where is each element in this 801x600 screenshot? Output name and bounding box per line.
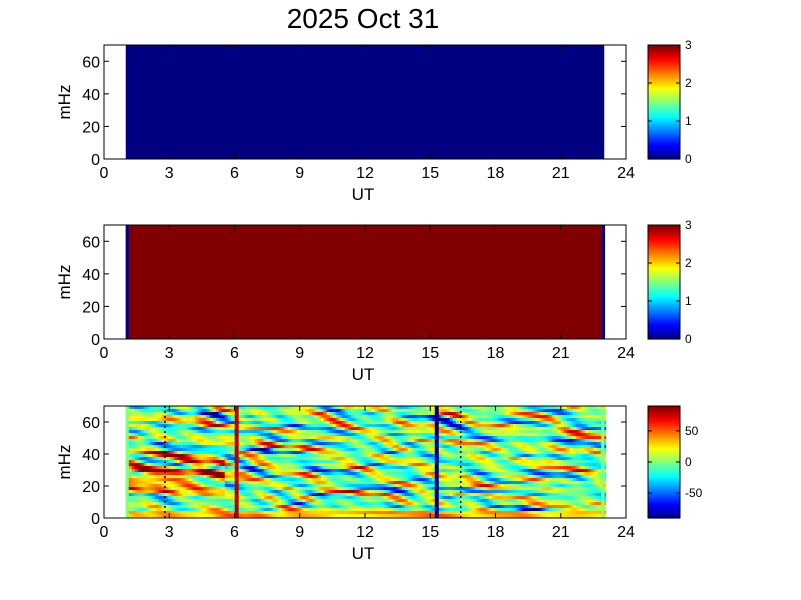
y-tick-label: 20 bbox=[82, 119, 100, 136]
colorbar: 0 1 2 3 bbox=[647, 38, 692, 166]
y-tick-label: 0 bbox=[91, 511, 100, 528]
y-tick-label: 60 bbox=[82, 234, 100, 251]
x-tick-label: 24 bbox=[617, 165, 635, 182]
colorbar-tick-label: 0 bbox=[685, 152, 692, 166]
spectrogram-1 bbox=[125, 45, 605, 159]
x-axis-label: UT bbox=[352, 365, 375, 384]
x-tick-label: 21 bbox=[552, 524, 570, 541]
x-tick-label: 24 bbox=[617, 345, 635, 362]
colorbar-tick-label: 2 bbox=[685, 256, 692, 270]
colorbar-tick-label: 3 bbox=[685, 38, 692, 52]
y-axis-label: mHz bbox=[55, 445, 74, 480]
y-axis-label: mHz bbox=[55, 85, 74, 120]
y-tick-label: 40 bbox=[82, 447, 100, 464]
x-axis-label: UT bbox=[352, 185, 375, 204]
colorbar-tick-label: 0 bbox=[685, 455, 692, 469]
x-tick-label: 9 bbox=[295, 524, 304, 541]
y-tick-label: 40 bbox=[82, 87, 100, 104]
colorbar-tick-label: 3 bbox=[685, 218, 692, 232]
x-tick-label: 6 bbox=[230, 524, 239, 541]
x-tick-label: 15 bbox=[421, 165, 439, 182]
figure-title: 2025 Oct 31 bbox=[287, 3, 440, 34]
y-tick-label: 60 bbox=[82, 415, 100, 432]
x-tick-label: 9 bbox=[295, 165, 304, 182]
x-tick-label: 21 bbox=[552, 345, 570, 362]
x-tick-label: 18 bbox=[487, 345, 505, 362]
y-tick-label: 20 bbox=[82, 299, 100, 316]
band-line bbox=[434, 406, 439, 518]
x-tick-label: 15 bbox=[421, 345, 439, 362]
y-axis-label: mHz bbox=[55, 265, 74, 300]
x-tick-label: 3 bbox=[165, 345, 174, 362]
edge-column bbox=[602, 225, 606, 339]
x-tick-label: 15 bbox=[421, 524, 439, 541]
x-tick-label: 0 bbox=[100, 165, 109, 182]
colorbar-tick-label: 0 bbox=[685, 332, 692, 346]
x-tick-label: 12 bbox=[356, 345, 374, 362]
x-tick-label: 3 bbox=[165, 165, 174, 182]
x-tick-label: 21 bbox=[552, 165, 570, 182]
x-axis-label: UT bbox=[352, 544, 375, 563]
y-tick-label: 40 bbox=[82, 267, 100, 284]
spectrogram-fill bbox=[125, 45, 605, 159]
x-tick-label: 24 bbox=[617, 524, 635, 541]
spectrogram-3 bbox=[125, 406, 607, 518]
colorbar: 50 0 -50 bbox=[647, 405, 703, 519]
spectrogram-fill bbox=[125, 225, 605, 339]
colorbar-tick-label: 1 bbox=[685, 294, 692, 308]
x-tick-label: 3 bbox=[165, 524, 174, 541]
colorbar-tick-label: 2 bbox=[685, 76, 692, 90]
colorbar-tick-label: 50 bbox=[685, 424, 699, 438]
y-tick-label: 20 bbox=[82, 479, 100, 496]
y-tick-label: 0 bbox=[91, 152, 100, 169]
x-tick-label: 18 bbox=[487, 165, 505, 182]
spectrogram-2 bbox=[125, 225, 606, 339]
x-tick-label: 18 bbox=[487, 524, 505, 541]
y-tick-label: 0 bbox=[91, 332, 100, 349]
colorbar-tick-label: 1 bbox=[685, 114, 692, 128]
y-tick-label: 60 bbox=[82, 54, 100, 71]
x-tick-label: 6 bbox=[230, 165, 239, 182]
band-line bbox=[234, 406, 239, 518]
edge-column bbox=[125, 225, 129, 339]
x-tick-label: 0 bbox=[100, 345, 109, 362]
x-tick-label: 9 bbox=[295, 345, 304, 362]
x-tick-label: 12 bbox=[356, 524, 374, 541]
x-tick-label: 6 bbox=[230, 345, 239, 362]
x-tick-label: 12 bbox=[356, 165, 374, 182]
colorbar-tick-label: -50 bbox=[685, 486, 703, 500]
x-tick-label: 0 bbox=[100, 524, 109, 541]
panel-3: 0 3 6 9 12 15 18 21 24 0 20 40 60 UT mHz 50 0 -50 bbox=[55, 405, 703, 563]
colorbar: 0 1 2 3 bbox=[647, 218, 692, 346]
